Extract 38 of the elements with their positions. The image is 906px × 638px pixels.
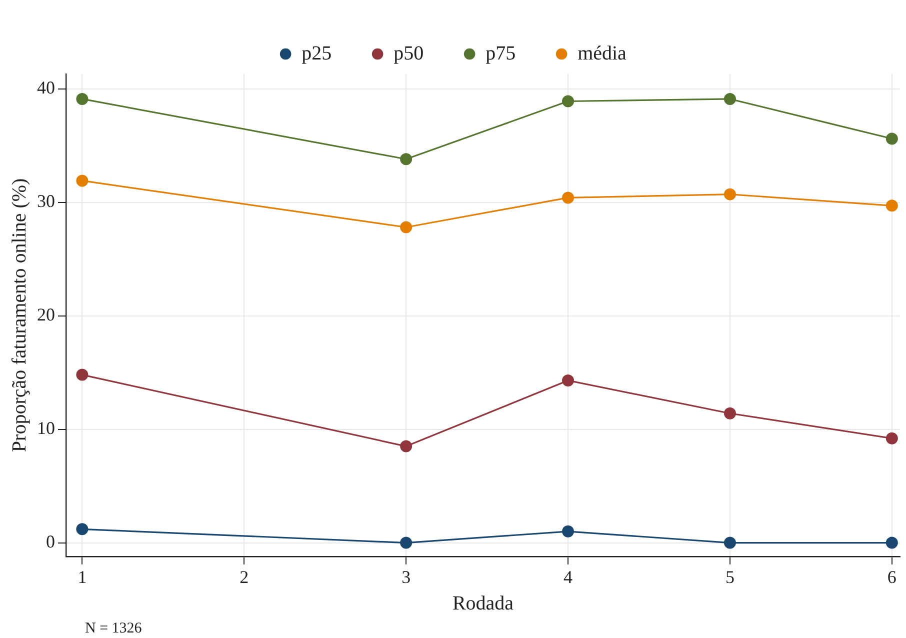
point [724,92,736,105]
point [886,200,898,212]
y-tick-label: 30 [37,190,55,211]
point [886,432,898,444]
point [76,174,88,187]
legend-label: p50 [394,42,424,64]
point [76,523,88,536]
point [76,92,88,105]
point [724,188,736,200]
point [724,536,736,549]
x-tick-label: 5 [725,566,734,587]
x-tick-label: 2 [240,566,249,587]
point [400,440,412,452]
point [400,153,412,166]
point [562,95,574,108]
y-tick-label: 40 [37,77,55,98]
point [562,374,574,386]
point [400,536,412,549]
legend-label: p75 [486,42,516,64]
x-tick-label: 1 [78,566,87,587]
point [76,368,88,381]
point [400,221,412,234]
legend-label: média [578,42,627,64]
point [724,407,736,420]
y-tick-label: 0 [46,532,55,552]
point [562,192,574,204]
x-tick-label: 6 [887,566,896,587]
text: N = 1326 [85,620,142,636]
point [562,525,574,538]
y-tick-label: 10 [37,418,55,438]
x-tick-label: 4 [564,566,573,587]
legend-label: p25 [302,42,332,64]
y-axis-title: Proporção faturamento online (%) [8,178,30,452]
point [886,536,898,549]
point [886,132,898,145]
x-axis-title: Rodada [452,592,514,614]
x-tick-label: 3 [402,566,411,587]
y-tick-label: 20 [37,304,55,324]
